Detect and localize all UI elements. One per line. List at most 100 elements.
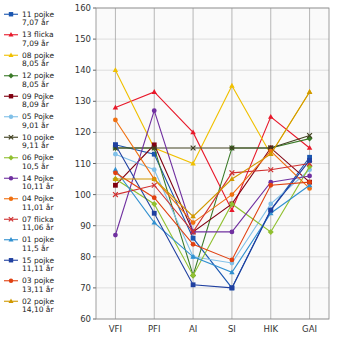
- point: [190, 130, 196, 135]
- grid-line: [96, 225, 329, 226]
- grid-line: [96, 194, 329, 195]
- tick-mark: [93, 256, 96, 257]
- point: [191, 230, 196, 235]
- point: [191, 230, 196, 235]
- point: [307, 174, 312, 179]
- point: [307, 89, 313, 94]
- legend-label: 03 pojke13,11 år: [22, 276, 54, 294]
- legend-item: 15 pojke11,11 år: [4, 256, 54, 274]
- grid-line: [96, 39, 329, 40]
- grid-line: [96, 70, 329, 71]
- legend-marker: [8, 155, 14, 161]
- plot-frame: [96, 8, 329, 319]
- point: [230, 286, 235, 291]
- point: [268, 114, 274, 119]
- point: [307, 158, 312, 163]
- legend-label: 06 Pojke10,5 år: [22, 153, 54, 171]
- legend-item: 02 pojke14,10 år: [4, 297, 54, 315]
- legend-marker: [9, 12, 13, 16]
- point: [191, 282, 196, 287]
- legend-marker: [9, 115, 13, 119]
- point: [307, 145, 313, 150]
- legend-item: 10 pojke9,11 år: [4, 133, 54, 151]
- point: [152, 211, 157, 216]
- tick-label: 120: [75, 127, 91, 137]
- point: [307, 180, 312, 185]
- legend-marker: [9, 135, 13, 139]
- tick-mark: [93, 70, 96, 71]
- legend-marker: [9, 279, 13, 283]
- tick-label: PFI: [148, 324, 161, 334]
- tick-label: 100: [75, 190, 91, 200]
- tick-mark: [93, 39, 96, 40]
- legend-marker: [8, 53, 13, 57]
- legend-marker: [8, 299, 13, 303]
- legend-label: 13 flicka7,09 år: [22, 30, 54, 48]
- tick-label: 130: [75, 96, 91, 106]
- point: [229, 269, 235, 274]
- point: [268, 167, 273, 172]
- point: [152, 167, 157, 172]
- point: [268, 208, 273, 213]
- series-line: [115, 139, 309, 276]
- point: [230, 230, 235, 235]
- series-line: [115, 145, 309, 288]
- series-line: [115, 170, 309, 273]
- point: [151, 89, 157, 94]
- legend-item: 03 pojke13,11 år: [4, 276, 54, 294]
- point: [113, 142, 118, 147]
- grid-line: [96, 132, 329, 133]
- series-line: [115, 173, 309, 260]
- series-line: [115, 145, 309, 288]
- tick-mark: [93, 163, 96, 164]
- point: [113, 170, 118, 175]
- point: [230, 146, 235, 151]
- tick-label: VFI: [109, 324, 122, 334]
- category-line: [270, 8, 271, 319]
- point: [230, 170, 235, 175]
- series-line: [115, 167, 309, 276]
- point: [190, 272, 196, 278]
- tick-mark: [93, 194, 96, 195]
- legend-marker: [9, 94, 13, 98]
- x-axis: VFIPFIAISIHIKGAI: [109, 8, 317, 334]
- plot-background: [96, 8, 329, 319]
- tick-mark: [93, 319, 96, 320]
- legend-marker: [9, 217, 13, 221]
- legend-item: 04 Pojke11,01 år: [4, 194, 54, 212]
- tick-label: HIK: [264, 324, 279, 334]
- point: [268, 202, 273, 207]
- point: [113, 176, 119, 181]
- legend-marker: [9, 176, 13, 180]
- legend-item: 11 pojke7,07 år: [4, 10, 54, 28]
- legend-label: 05 Pojke9,01 år: [22, 112, 54, 130]
- legend-label: 08 pojke8,05 år: [22, 51, 54, 69]
- legend-item: 05 Pojke9,01 år: [4, 112, 54, 130]
- legend-label: 10 pojke9,11 år: [22, 133, 54, 151]
- point: [113, 152, 118, 157]
- point: [151, 201, 157, 207]
- point: [268, 229, 274, 235]
- legend-label: 07 flicka11,06 år: [22, 215, 54, 233]
- grid-line: [96, 256, 329, 257]
- tick-label: 80: [80, 252, 91, 262]
- legend-label: 01 pojke11,5 år: [22, 235, 54, 253]
- legend-label: 12 pojke8,05 år: [22, 71, 54, 89]
- point: [307, 89, 313, 94]
- legend-item: 09 Pojke8,09 år: [4, 92, 54, 110]
- series-line: [115, 92, 309, 210]
- legend-marker: [8, 237, 13, 241]
- series-line: [115, 92, 309, 216]
- chart: 60708090100110120130140150160VFIPFIAISIH…: [0, 0, 337, 339]
- tick-mark: [93, 101, 96, 102]
- legend-item: 08 pojke8,05 år: [4, 51, 54, 69]
- tick-mark: [93, 8, 96, 9]
- series-line: [115, 145, 309, 232]
- tick-label: AI: [189, 324, 197, 334]
- legend-item: 14 Pojke10,11 år: [4, 174, 54, 192]
- point: [230, 192, 235, 197]
- point: [191, 146, 196, 151]
- series-line: [115, 70, 309, 163]
- tick-label: 150: [75, 34, 91, 44]
- legend-label: 09 Pojke8,09 år: [22, 92, 54, 110]
